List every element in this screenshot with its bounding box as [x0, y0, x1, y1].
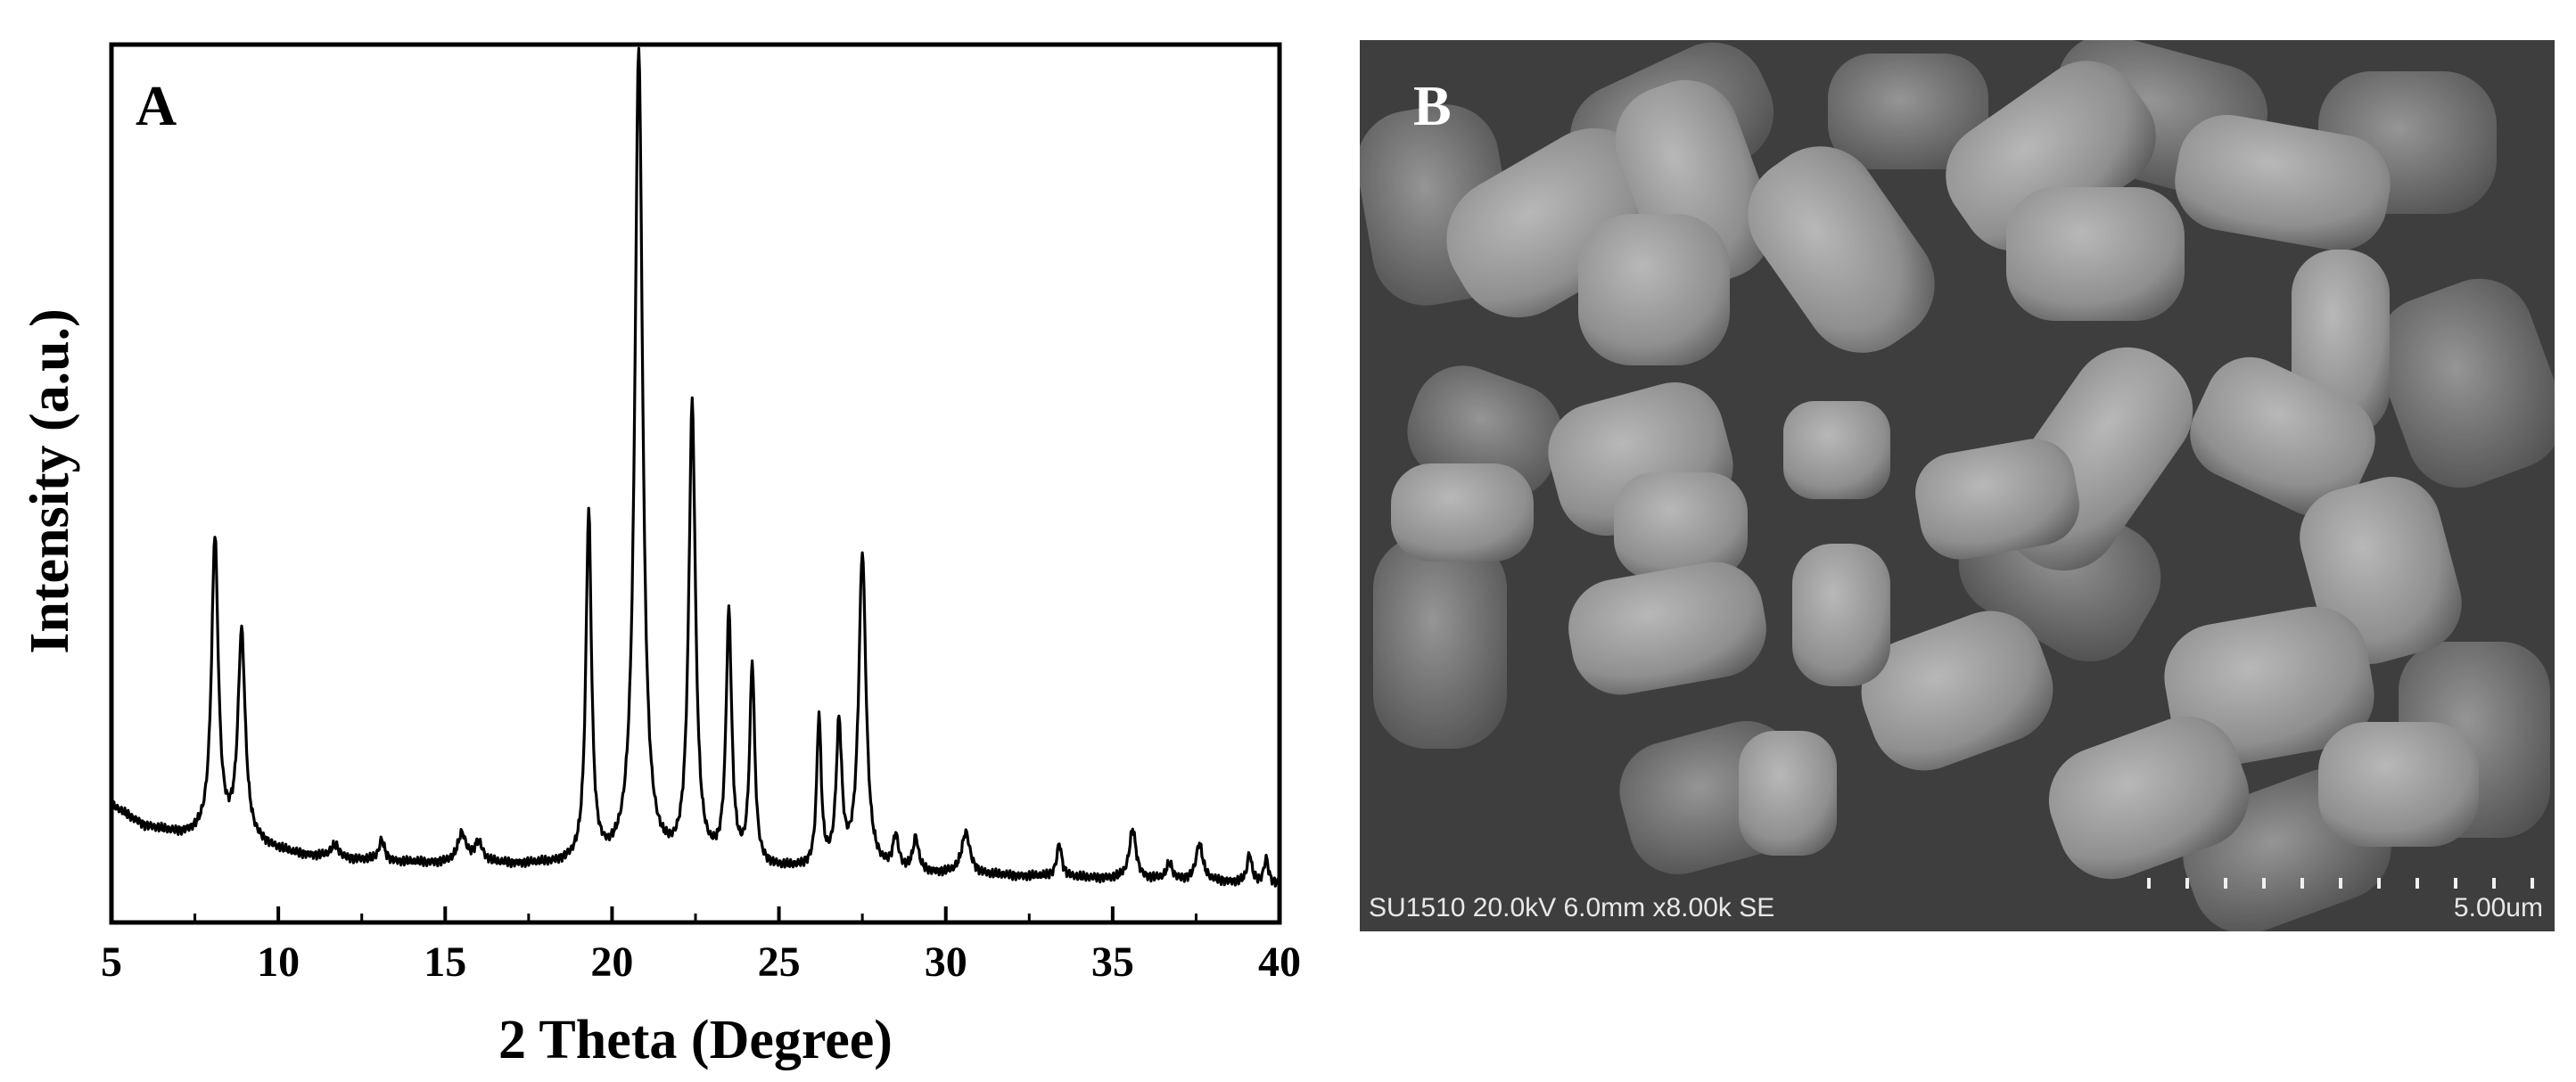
scale-bar-tick — [2224, 878, 2227, 889]
scale-bar-tick — [2454, 878, 2457, 889]
sem-particles — [1360, 40, 2555, 931]
x-axis-ticks — [110, 906, 1281, 922]
x-tick-label: 40 — [1258, 939, 1301, 986]
scale-bar-tick — [2262, 878, 2266, 889]
scale-bar-tick — [2185, 878, 2189, 889]
sem-scale-bar — [2147, 878, 2534, 889]
sem-info-text: SU1510 20.0kV 6.0mm x8.00k SE — [1369, 893, 1774, 922]
y-axis-label: Intensity (a.u.) — [20, 308, 80, 654]
scale-bar-tick — [2377, 878, 2381, 889]
panel-label-a: A — [136, 74, 177, 137]
scale-bar-tick — [2300, 878, 2304, 889]
x-tick-label: 5 — [101, 939, 122, 986]
scale-bar-tick — [2147, 878, 2151, 889]
x-axis-label: 2 Theta (Degree) — [498, 1010, 893, 1070]
plot-frame — [109, 42, 1282, 925]
x-tick-label: 15 — [424, 939, 466, 986]
x-tick-label: 35 — [1091, 939, 1134, 986]
x-tick-label: 10 — [257, 939, 300, 986]
xrd-panel: A 5 10 15 20 25 30 35 40 2 Theta (Degree) Inten… — [20, 42, 1301, 1070]
x-axis-tick-labels: 5 10 15 20 25 30 35 40 — [101, 939, 1301, 986]
scale-bar-tick — [2531, 878, 2534, 889]
x-tick-label: 25 — [758, 939, 801, 986]
scale-bar-tick — [2492, 878, 2496, 889]
panel-label-b: B — [1413, 74, 1452, 137]
x-tick-label: 20 — [590, 939, 633, 986]
scale-bar-tick — [2339, 878, 2342, 889]
scale-bar-tick — [2416, 878, 2419, 889]
xrd-pattern-line — [110, 46, 1280, 888]
sem-scale-text: 5.00um — [2454, 893, 2543, 922]
sem-panel: SU1510 20.0kV 6.0mm x8.00k SE 5.00um B — [1360, 40, 2555, 931]
x-tick-label: 30 — [925, 939, 967, 986]
